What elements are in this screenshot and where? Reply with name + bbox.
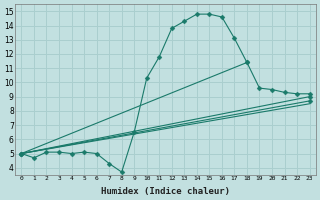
X-axis label: Humidex (Indice chaleur): Humidex (Indice chaleur): [101, 187, 230, 196]
